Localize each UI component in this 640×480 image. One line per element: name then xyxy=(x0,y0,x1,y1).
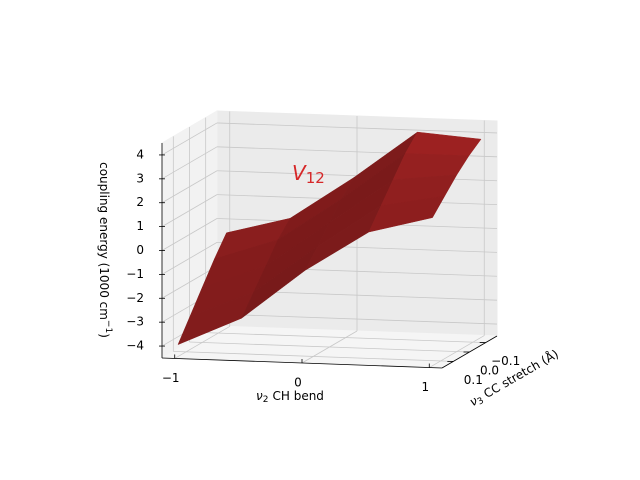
grid-line xyxy=(205,332,486,343)
surface-patch xyxy=(368,195,446,233)
z-tick-label: −2 xyxy=(126,291,144,305)
x-axis-label: ν2 CH bend xyxy=(256,389,324,405)
y-tick-label: 0.0 xyxy=(480,364,499,378)
y-axis xyxy=(441,335,498,369)
y-label-subscript: 3 xyxy=(476,396,486,408)
x-axis xyxy=(161,357,443,369)
x-tick-label: 0 xyxy=(294,376,302,390)
x-label-symbol: ν xyxy=(256,389,263,403)
z-label-text: coupling energy (1000 cm xyxy=(98,162,112,320)
y-tick-label: 0.1 xyxy=(464,373,483,387)
z-tick-label: 2 xyxy=(136,195,144,209)
grid-line xyxy=(161,146,218,180)
z-label-superscript: −1 xyxy=(104,320,114,333)
x-tick-label: 1 xyxy=(421,380,429,394)
grid-line xyxy=(216,122,498,134)
grid-line xyxy=(161,194,218,227)
grid-line xyxy=(161,170,218,204)
grid-line xyxy=(216,313,498,325)
z-label-close: ) xyxy=(98,333,112,338)
x-label-text: CH bend xyxy=(272,389,323,403)
z-tick-label: 3 xyxy=(136,171,144,185)
grid-line xyxy=(173,351,454,362)
z-tick-label: 4 xyxy=(136,147,144,161)
z-tick-label: 0 xyxy=(136,243,144,257)
annotation-symbol: V xyxy=(292,161,307,185)
x-tick-label: −1 xyxy=(162,371,180,385)
z-tick-label: −3 xyxy=(126,315,144,329)
z-tick-label: 1 xyxy=(136,219,144,233)
grid-line xyxy=(189,341,470,353)
grid-line xyxy=(161,122,218,156)
grid-line xyxy=(161,242,218,275)
x-label-subscript: 2 xyxy=(263,395,269,405)
annotation: V12 xyxy=(292,161,325,187)
z-tick-label: −1 xyxy=(126,267,144,281)
z-axis-label: coupling energy (1000 cm−1) xyxy=(98,162,114,338)
grid-line xyxy=(161,218,218,251)
annotation-subscript: 12 xyxy=(306,169,325,187)
y-tick-label: −0.1 xyxy=(491,354,520,368)
grid-line xyxy=(161,265,218,299)
z-tick-label: −4 xyxy=(126,339,144,353)
